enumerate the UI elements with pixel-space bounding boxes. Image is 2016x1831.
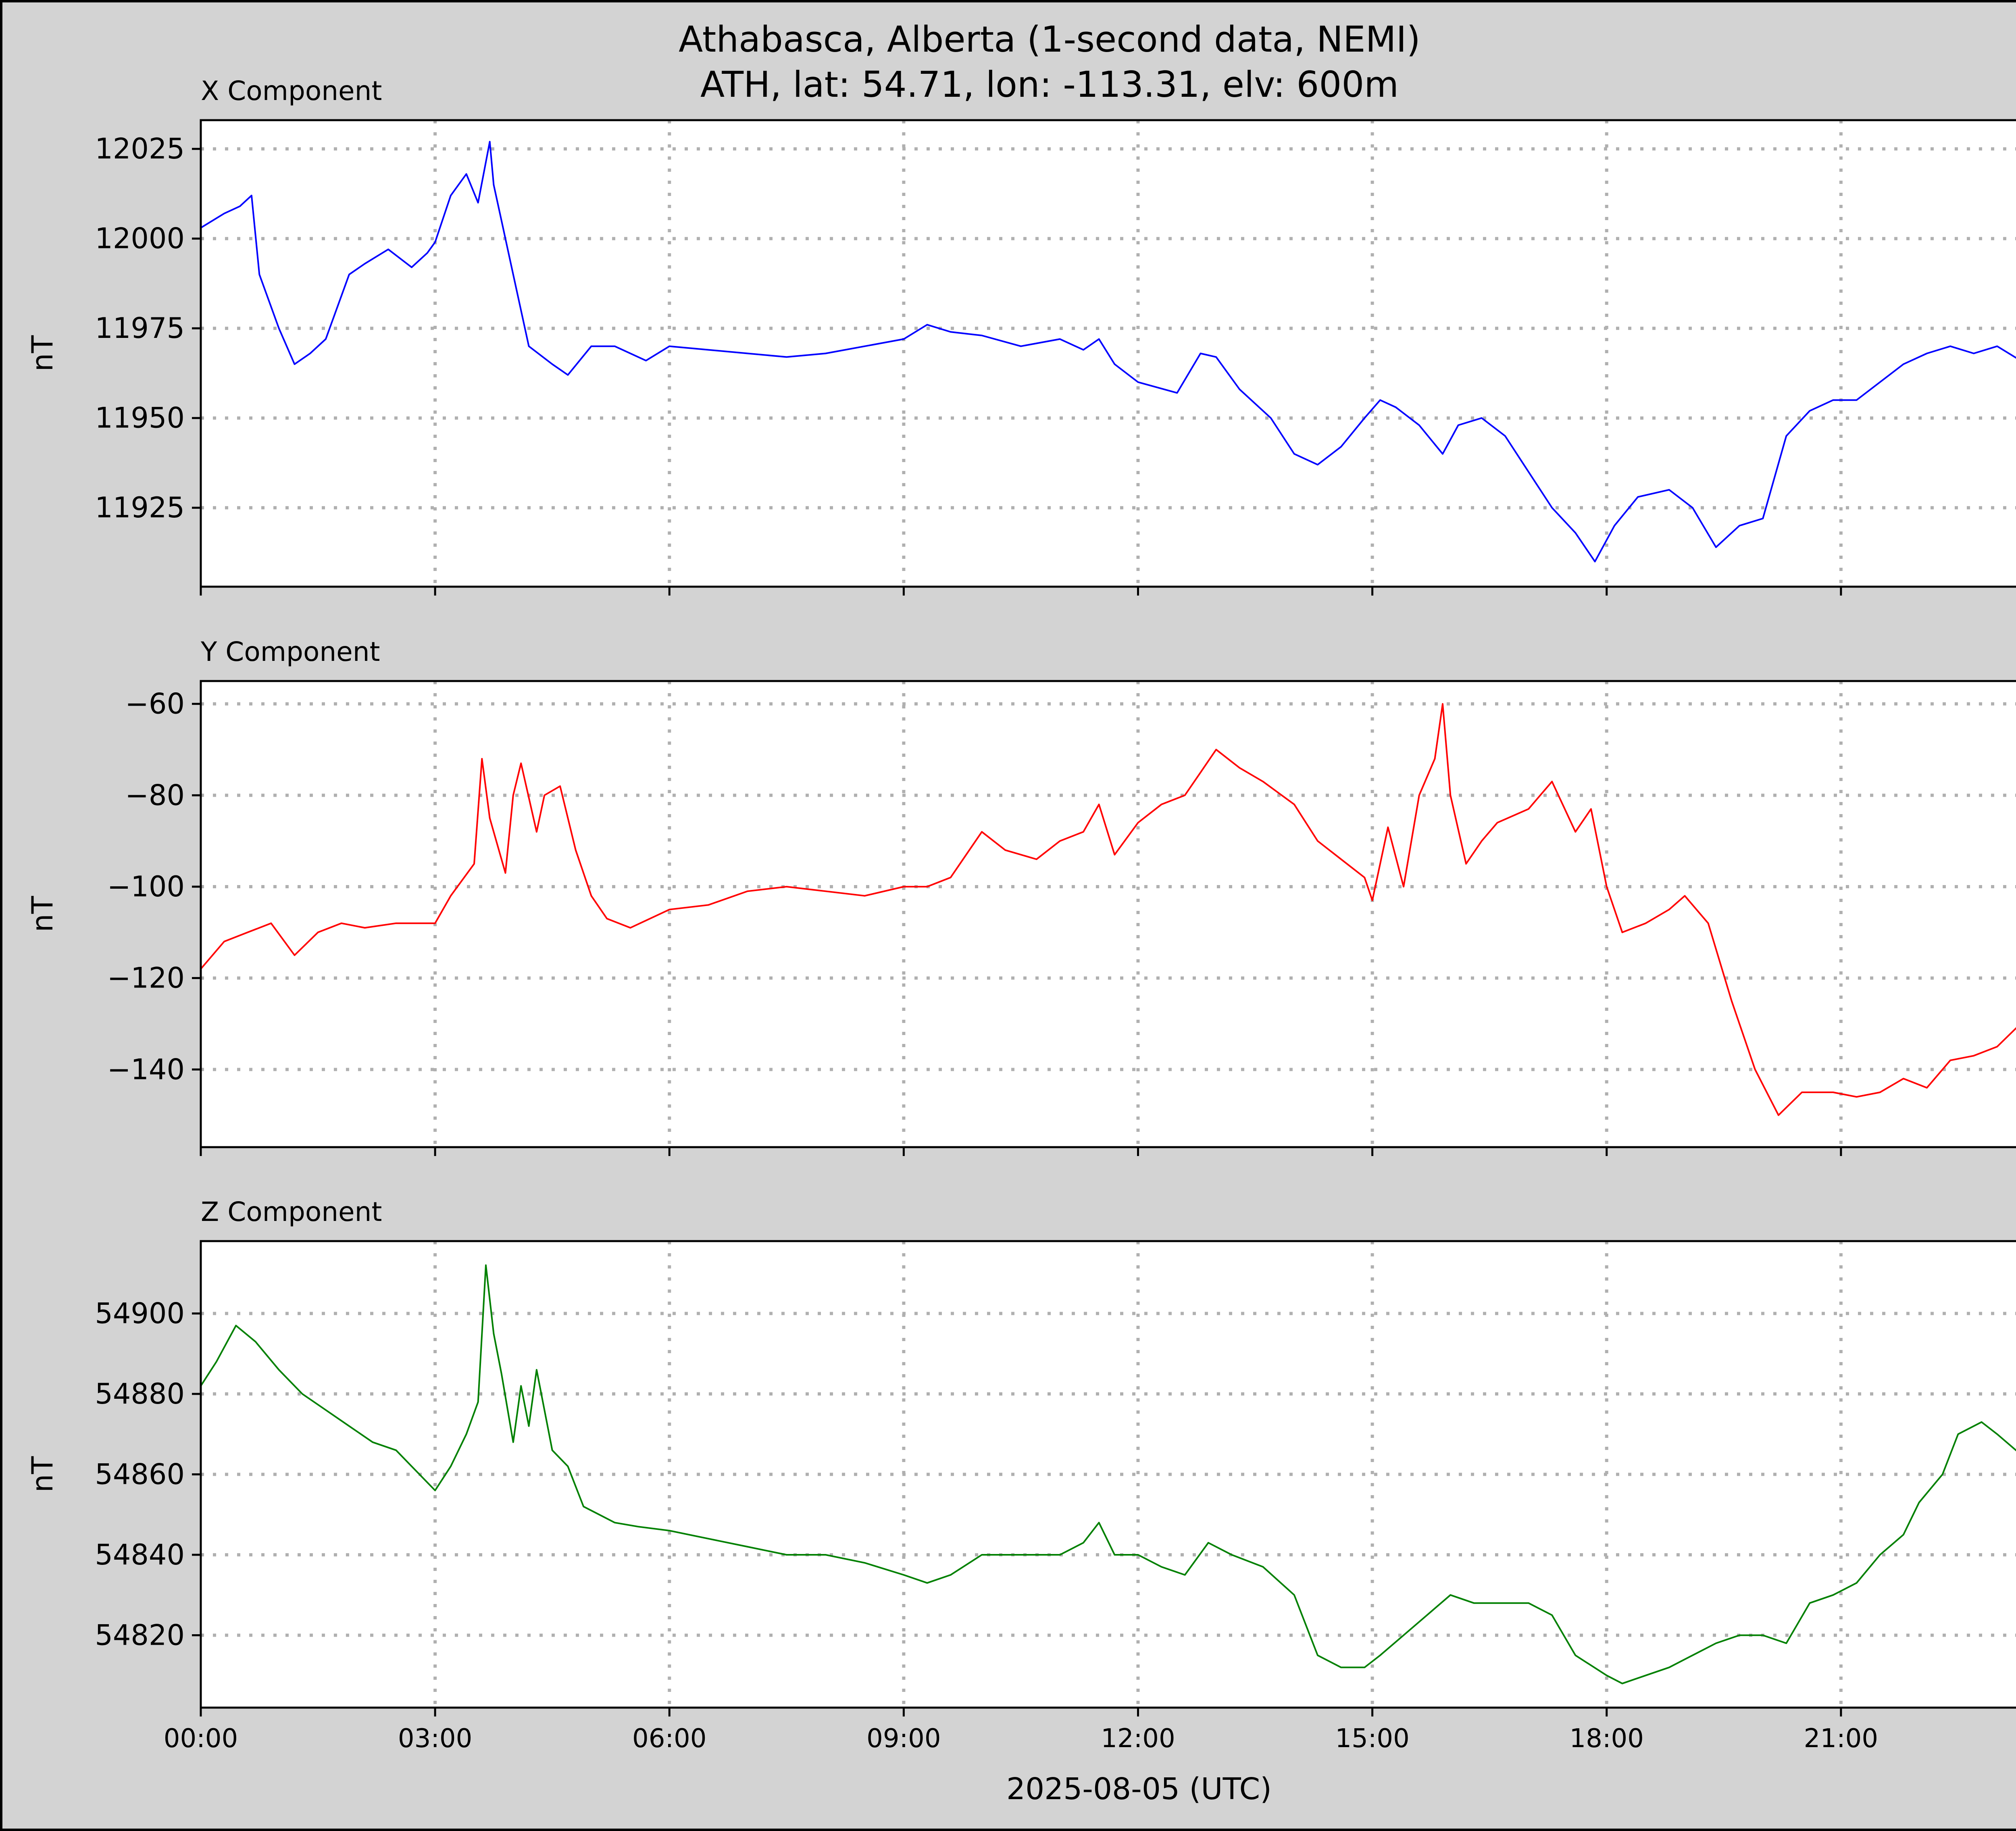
y-tick-label: −60 (125, 687, 185, 721)
panel-z-component: 00:00 03:00 06:00 09:00 12:00 15:00 18:00 21:00… (25, 1196, 2016, 1754)
panel-x-component: 11925 11950 11975 12000 12025 X Component nT (25, 75, 2016, 596)
y-tick-label: 54900 (95, 1297, 185, 1330)
y-tick-label: 54880 (95, 1377, 185, 1410)
y-axis-label: nT (25, 896, 59, 932)
y-tick-label: 12025 (95, 132, 185, 165)
panel-y-component: −140 −120 −100 −80 −60 Y Component nT (25, 636, 2016, 1156)
y-tick-label: 12000 (95, 222, 185, 255)
y-axis-label: nT (25, 335, 59, 372)
y-tick-label: −120 (107, 962, 185, 995)
y-tick-label: −100 (107, 870, 185, 903)
panel-title: Z Component (201, 1196, 382, 1227)
series-line (200, 1264, 2016, 1685)
figure-title-line2: ATH, lat: 54.71, lon: -113.31, elv: 600m (700, 64, 1399, 105)
y-axis-label: nT (25, 1456, 59, 1493)
y-tick-label: 54860 (95, 1458, 185, 1491)
figure-title-line1: Athabasca, Alberta (1-second data, NEMI) (679, 19, 1420, 60)
x-tick-label: 12:00 (1101, 1724, 1175, 1754)
y-tick-label: −80 (125, 779, 185, 812)
y-tick-label: 11950 (95, 402, 185, 435)
y-tick-label: 11925 (95, 491, 185, 524)
x-tick-label: 21:00 (1804, 1724, 1878, 1754)
x-tick-label: 15:00 (1335, 1724, 1409, 1754)
x-tick-label: 09:00 (866, 1724, 941, 1754)
panel-title: X Component (201, 75, 382, 106)
x-tick-label: 03:00 (398, 1724, 472, 1754)
series-line (200, 703, 2016, 1116)
y-tick-label: 54820 (95, 1619, 185, 1652)
x-tick-label: 18:00 (1570, 1724, 1644, 1754)
y-tick-label: −140 (107, 1053, 185, 1086)
x-tick-label: 00:00 (164, 1724, 238, 1754)
series-line (200, 141, 2016, 562)
y-tick-label: 11975 (95, 312, 185, 345)
y-tick-label: 54840 (95, 1538, 185, 1571)
panel-title: Y Component (200, 636, 380, 667)
x-axis-label: 2025-08-05 (UTC) (1006, 1772, 1272, 1806)
plot-area (201, 681, 2016, 1147)
x-tick-label: 06:00 (632, 1724, 706, 1754)
